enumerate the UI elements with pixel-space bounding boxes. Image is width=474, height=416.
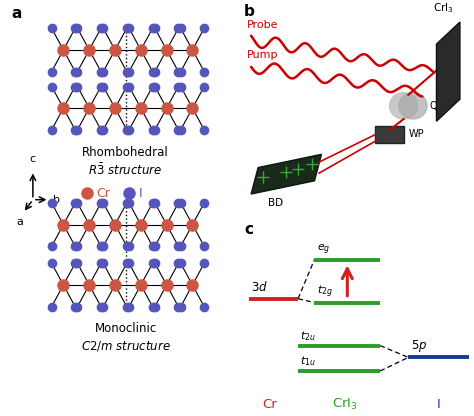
Polygon shape <box>251 154 321 194</box>
Polygon shape <box>375 126 403 143</box>
Text: CrI$_3$: CrI$_3$ <box>433 2 454 15</box>
Text: Cr: Cr <box>96 187 110 200</box>
Text: Rhombohedral: Rhombohedral <box>82 146 169 158</box>
Text: c: c <box>244 223 253 238</box>
Text: Probe: Probe <box>246 20 278 30</box>
Text: a: a <box>17 217 23 227</box>
Text: Monoclinic: Monoclinic <box>94 322 157 335</box>
Text: c: c <box>30 154 36 164</box>
Text: $3d$: $3d$ <box>251 280 268 294</box>
Text: I: I <box>138 187 142 200</box>
Polygon shape <box>437 22 460 121</box>
Text: b: b <box>53 195 60 205</box>
Text: WP: WP <box>408 129 424 139</box>
Text: b: b <box>244 5 255 20</box>
Text: Pump: Pump <box>246 50 278 60</box>
Text: $5p$: $5p$ <box>410 338 427 354</box>
Text: $t_{2g}$: $t_{2g}$ <box>317 283 333 300</box>
Text: $t_{2u}$: $t_{2u}$ <box>301 329 316 343</box>
Text: I: I <box>437 398 441 411</box>
Circle shape <box>399 93 427 119</box>
Text: QWP: QWP <box>429 101 453 111</box>
Text: $t_{1u}$: $t_{1u}$ <box>301 354 316 368</box>
Circle shape <box>390 93 418 119</box>
Text: BD: BD <box>267 198 283 208</box>
Text: $R\bar{3}$ structure: $R\bar{3}$ structure <box>88 162 163 178</box>
Text: Cr: Cr <box>263 398 277 411</box>
Text: $C2/m$ structure: $C2/m$ structure <box>81 339 171 353</box>
Text: $e_g$: $e_g$ <box>317 242 330 257</box>
Text: a: a <box>12 6 22 21</box>
Text: CrI$_3$: CrI$_3$ <box>332 397 358 412</box>
